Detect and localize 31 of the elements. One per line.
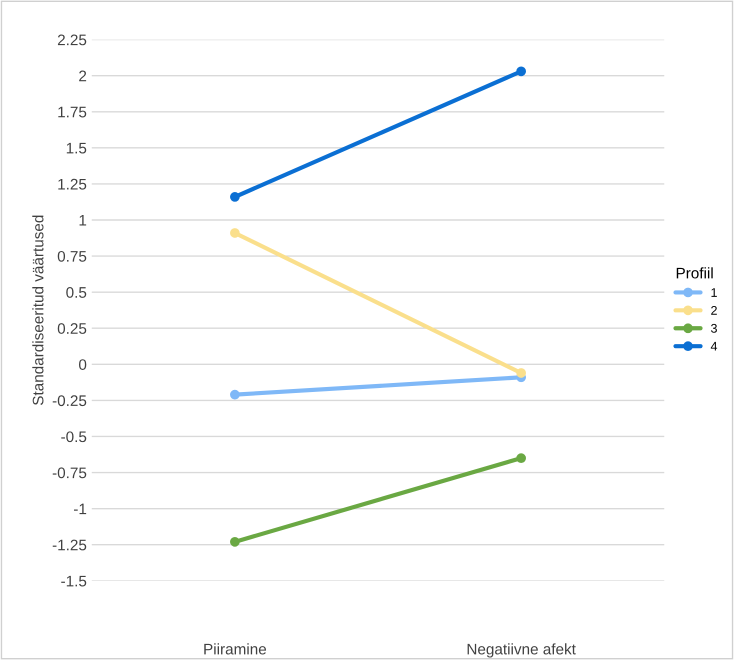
y-tick-label: 0.5 (66, 287, 86, 298)
y-axis-title: Standardiseeritud väärtused (32, 216, 44, 406)
legend-label: 4 (710, 342, 718, 351)
y-tick-label: -0.25 (52, 395, 86, 406)
y-tick-label: 2.25 (58, 34, 86, 46)
point (230, 228, 240, 238)
y-tick-label: -1 (74, 504, 86, 514)
point (516, 368, 526, 378)
y-tick-label: 0.25 (58, 323, 86, 334)
y-tick-label: 1.5 (66, 142, 86, 154)
y-tick-label: 1.75 (58, 106, 86, 118)
y-tick-label: -1.5 (61, 576, 86, 586)
y-tick-label: 1 (80, 215, 86, 226)
point (230, 192, 240, 202)
y-tick-label: 2 (79, 70, 86, 82)
x-tick-label: Negatiivne afekt (468, 643, 576, 658)
legend-label: 1 (711, 288, 717, 297)
y-tick-label: 0.75 (58, 250, 86, 262)
legend-label: 2 (711, 306, 717, 315)
point (516, 66, 526, 76)
legend-title: Profiil (676, 267, 713, 278)
point (230, 536, 240, 547)
y-tick-label: 0 (78, 359, 86, 370)
y-tick-label: -0.75 (52, 467, 86, 478)
y-tick-label: -1.25 (52, 540, 86, 550)
y-tick-label: 1.25 (58, 178, 86, 190)
legend-label: 3 (710, 324, 717, 333)
point (230, 390, 240, 400)
point (516, 453, 526, 463)
y-tick-label: -0.5 (61, 431, 86, 442)
x-tick-label: Piiramine (204, 643, 266, 655)
